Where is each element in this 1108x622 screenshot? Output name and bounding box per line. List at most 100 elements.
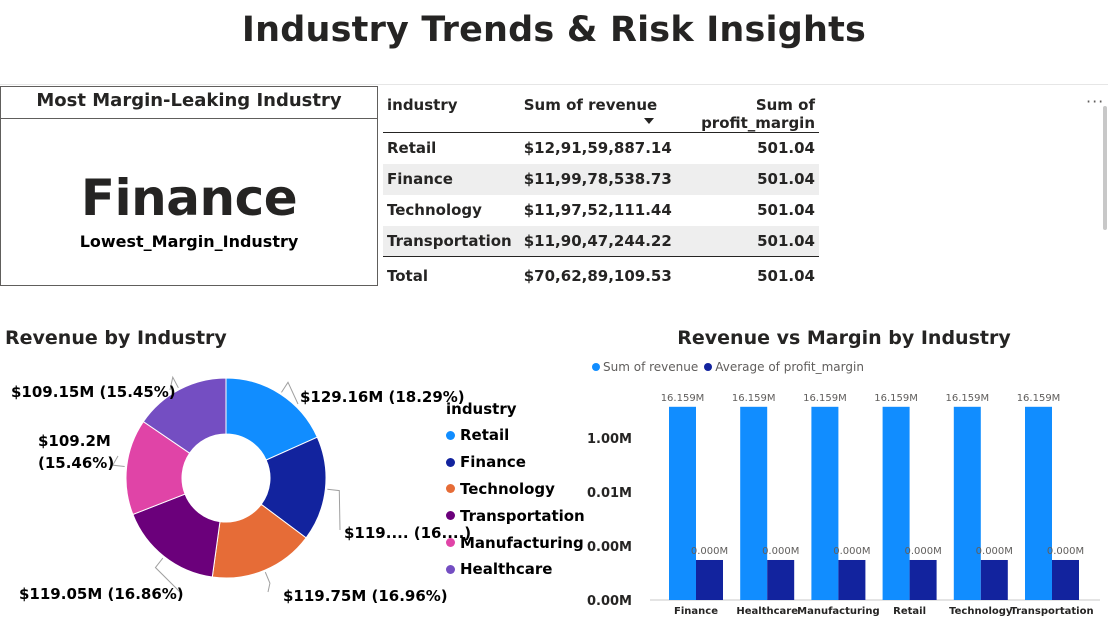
legend-dot — [592, 363, 600, 371]
table-header-row: industry Sum of revenue Sum of profit_ma… — [383, 90, 819, 133]
slice-label-retail: $129.16M (18.29%) — [300, 388, 465, 406]
bar-legend[interactable]: Sum of revenue Average of profit_margin — [592, 360, 870, 374]
table-row[interactable]: Technology $11,97,52,111.44 501.04 — [383, 195, 819, 226]
table-scrollbar[interactable] — [1103, 106, 1107, 230]
cell-industry: Technology — [387, 201, 482, 219]
x-tick-label: Finance — [674, 606, 718, 617]
cell-margin: 501.04 — [675, 225, 819, 257]
leader-line-transportation — [154, 557, 181, 593]
donut-slice-healthcare[interactable] — [142, 377, 227, 454]
data-label: 16.159M — [1017, 393, 1061, 404]
legend-item-transportation[interactable]: Transportation — [446, 502, 585, 529]
bar-average-of-profit-margin-healthcare[interactable] — [767, 559, 795, 600]
legend-dot — [446, 484, 455, 494]
legend-item-retail[interactable]: Retail — [446, 422, 585, 449]
x-tick-label: Manufacturing — [797, 606, 880, 617]
legend-item-healthcare[interactable]: Healthcare — [446, 556, 585, 583]
x-tick-label: Healthcare — [736, 606, 798, 617]
column-header-industry[interactable]: industry — [383, 90, 516, 133]
table-row[interactable]: Transportation $11,90,47,244.22 501.04 — [383, 225, 819, 257]
column-header-profit-margin[interactable]: Sum of profit_margin — [675, 90, 819, 133]
cell-revenue: $12,91,59,887.14 — [523, 139, 672, 158]
legend-dot — [704, 363, 713, 371]
donut-chart[interactable] — [0, 360, 440, 622]
sort-descending-icon[interactable] — [643, 118, 654, 124]
data-label: 16.159M — [661, 393, 705, 404]
bar-sum-of-revenue-finance[interactable] — [669, 406, 696, 600]
slice-label-healthcare: $109.15M (15.45%) — [11, 383, 176, 401]
cell-revenue: $11,99,78,538.73 — [515, 163, 676, 195]
legend-item-manufacturing[interactable]: Manufacturing — [446, 529, 585, 556]
bar-chart[interactable]: 0.00M 0.00M 0.01M 1.00M 16.159M 0.000M Finance… — [580, 380, 1108, 622]
cell-industry: Finance — [383, 163, 516, 195]
kpi-value: Finance — [80, 169, 298, 227]
legend-label: Technology — [460, 479, 555, 498]
table-total-row: Total $70,62,89,109.53 501.04 — [383, 256, 819, 292]
leader-line-retail — [281, 381, 299, 405]
bar-average-of-profit-margin-finance[interactable] — [696, 559, 723, 600]
legend-label: Healthcare — [460, 560, 553, 579]
bar-sum-of-revenue-retail[interactable] — [882, 406, 910, 600]
data-label: 0.000M — [762, 546, 799, 557]
slice-label-technology: $119.75M (16.96%) — [283, 587, 448, 605]
legend-dot — [446, 511, 455, 521]
bar-average-of-profit-margin-transportation[interactable] — [1052, 559, 1079, 600]
bar-sum-of-revenue-manufacturing[interactable] — [811, 406, 839, 600]
legend-dot — [446, 430, 455, 440]
kpi-card[interactable]: Most Margin-Leaking Industry Finance Low… — [0, 86, 378, 286]
legend-item-technology[interactable]: Technology — [446, 476, 585, 503]
cell-revenue: $11,90,47,244.22 — [515, 225, 676, 257]
cell-margin: 501.04 — [757, 139, 815, 158]
y-tick-label: 0.00M — [587, 540, 632, 555]
leader-line-manufacturing — [111, 455, 125, 468]
x-tick-label: Transportation — [1010, 606, 1093, 617]
bar-chart-title: Revenue vs Margin by Industry — [677, 327, 1011, 349]
data-label: 0.000M — [691, 546, 728, 557]
data-label: 0.000M — [976, 546, 1013, 557]
data-label: 0.000M — [904, 546, 941, 557]
data-label: 16.159M — [874, 393, 918, 404]
legend-item-average-profit-margin[interactable]: Average of profit_margin — [704, 360, 864, 374]
x-tick-label: Retail — [893, 606, 926, 617]
bar-average-of-profit-margin-retail[interactable] — [909, 559, 937, 600]
slice-label-finance: $119.... (16....) — [344, 524, 472, 542]
title-divider — [0, 84, 1108, 85]
cell-revenue: $11,97,52,111.44 — [523, 201, 672, 219]
legend-dot — [446, 538, 455, 548]
legend-label: Retail — [460, 426, 510, 445]
cell-margin: 501.04 — [757, 201, 815, 219]
legend-label: Manufacturing — [460, 533, 584, 552]
revenue-table[interactable]: industry Sum of revenue Sum of profit_ma… — [383, 90, 819, 292]
legend-dot — [446, 564, 455, 574]
cell-industry: Transportation — [383, 225, 516, 257]
legend-item-sum-of-revenue[interactable]: Sum of revenue — [592, 360, 698, 374]
y-tick-label: 0.00M — [587, 594, 632, 609]
leader-line-technology — [264, 571, 271, 593]
cell-industry: Retail — [387, 139, 437, 158]
legend-item-finance[interactable]: Finance — [446, 449, 585, 476]
table-row[interactable]: Retail $12,91,59,887.14 501.04 — [383, 133, 819, 164]
slice-label-manufacturing: $109.2M (15.46%) — [38, 432, 115, 472]
data-label: 0.000M — [1047, 546, 1084, 557]
column-header-revenue[interactable]: Sum of revenue — [515, 90, 676, 133]
table-row[interactable]: Finance $11,99,78,538.73 501.04 — [383, 163, 819, 195]
leader-line-healthcare — [169, 375, 179, 391]
bar-sum-of-revenue-healthcare[interactable] — [740, 406, 768, 600]
legend-label: Sum of revenue — [603, 360, 699, 374]
bar-sum-of-revenue-transportation[interactable] — [1025, 406, 1052, 600]
page-title: Industry Trends & Risk Insights — [241, 10, 867, 50]
kpi-header: Most Margin-Leaking Industry — [1, 87, 377, 119]
cell-total-margin: 501.04 — [675, 256, 819, 292]
more-options-icon[interactable]: ··· — [1086, 92, 1105, 111]
bar-average-of-profit-margin-technology[interactable] — [980, 559, 1008, 600]
data-label: 0.000M — [833, 546, 870, 557]
bar-sum-of-revenue-technology[interactable] — [953, 406, 981, 600]
column-header-revenue-label: Sum of revenue — [523, 96, 658, 114]
legend-label: Finance — [460, 453, 526, 472]
legend-title: industry — [446, 400, 517, 418]
legend-label: Average of profit_margin — [715, 360, 864, 374]
bar-average-of-profit-margin-manufacturing[interactable] — [838, 559, 866, 600]
kpi-caption: Lowest_Margin_Industry — [79, 232, 299, 251]
donut-legend[interactable]: industry Retail Finance Technology Trans… — [446, 400, 585, 583]
legend-dot — [446, 457, 455, 467]
